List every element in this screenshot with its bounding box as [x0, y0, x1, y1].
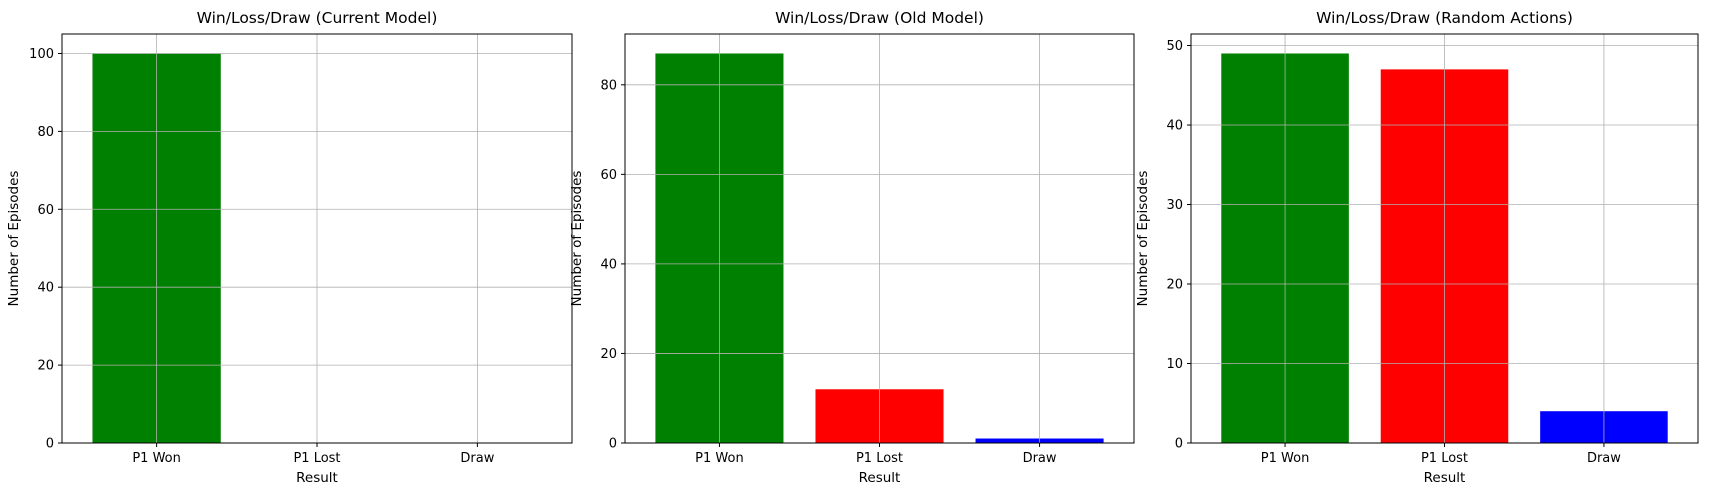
y-tick-label: 30 — [1166, 198, 1183, 213]
subplot-1: 0 20 40 60 80 100 P1 Won P1 Lost Draw Win/Loss/Dr… — [6, 9, 573, 486]
y-tick-label: 20 — [600, 347, 617, 362]
x-tick-label: Draw — [1587, 451, 1621, 466]
x-axis-label: Result — [859, 470, 901, 486]
subplot-2: 0 20 40 60 80 P1 Won P1 Lost Draw Win/Loss/Draw … — [569, 9, 1135, 486]
x-tick-label: P1 Won — [695, 451, 744, 466]
y-tick-label: 0 — [1175, 437, 1183, 452]
y-tick-label: 50 — [1166, 39, 1183, 54]
y-tick-label: 40 — [1166, 119, 1183, 134]
x-tick-label: P1 Lost — [856, 451, 903, 466]
x-tick-label: Draw — [460, 451, 494, 466]
chart-title: Win/Loss/Draw (Random Actions) — [1316, 9, 1573, 27]
y-tick-label: 20 — [37, 359, 54, 374]
y-tick-label: 0 — [46, 437, 54, 452]
y-tick-label: 40 — [37, 281, 54, 296]
y-axis-label: Number of Episodes — [569, 171, 585, 307]
y-tick-label: 80 — [37, 125, 54, 140]
y-axis-label: Number of Episodes — [1135, 171, 1151, 307]
y-tick-label: 100 — [29, 47, 54, 62]
x-axis-label: Result — [296, 470, 338, 486]
y-tick-label: 60 — [600, 168, 617, 183]
y-tick-label: 0 — [609, 437, 617, 452]
x-tick-label: P1 Won — [132, 451, 181, 466]
y-tick-label: 40 — [600, 257, 617, 272]
subplot-3: 0 10 20 30 40 50 P1 Won P1 Lost Draw Win/Loss/Dra… — [1135, 9, 1699, 486]
y-tick-label: 80 — [600, 78, 617, 93]
chart-title: Win/Loss/Draw (Old Model) — [775, 9, 984, 27]
y-tick-label: 20 — [1166, 278, 1183, 293]
x-tick-label: Draw — [1023, 451, 1057, 466]
x-tick-label: P1 Lost — [1421, 451, 1468, 466]
chart-title: Win/Loss/Draw (Current Model) — [197, 9, 438, 27]
x-tick-label: P1 Won — [1261, 451, 1310, 466]
x-tick-label: P1 Lost — [293, 451, 340, 466]
x-axis-label: Result — [1424, 470, 1466, 486]
y-tick-label: 60 — [37, 203, 54, 218]
y-axis-label: Number of Episodes — [6, 171, 22, 307]
y-tick-label: 10 — [1166, 357, 1183, 372]
